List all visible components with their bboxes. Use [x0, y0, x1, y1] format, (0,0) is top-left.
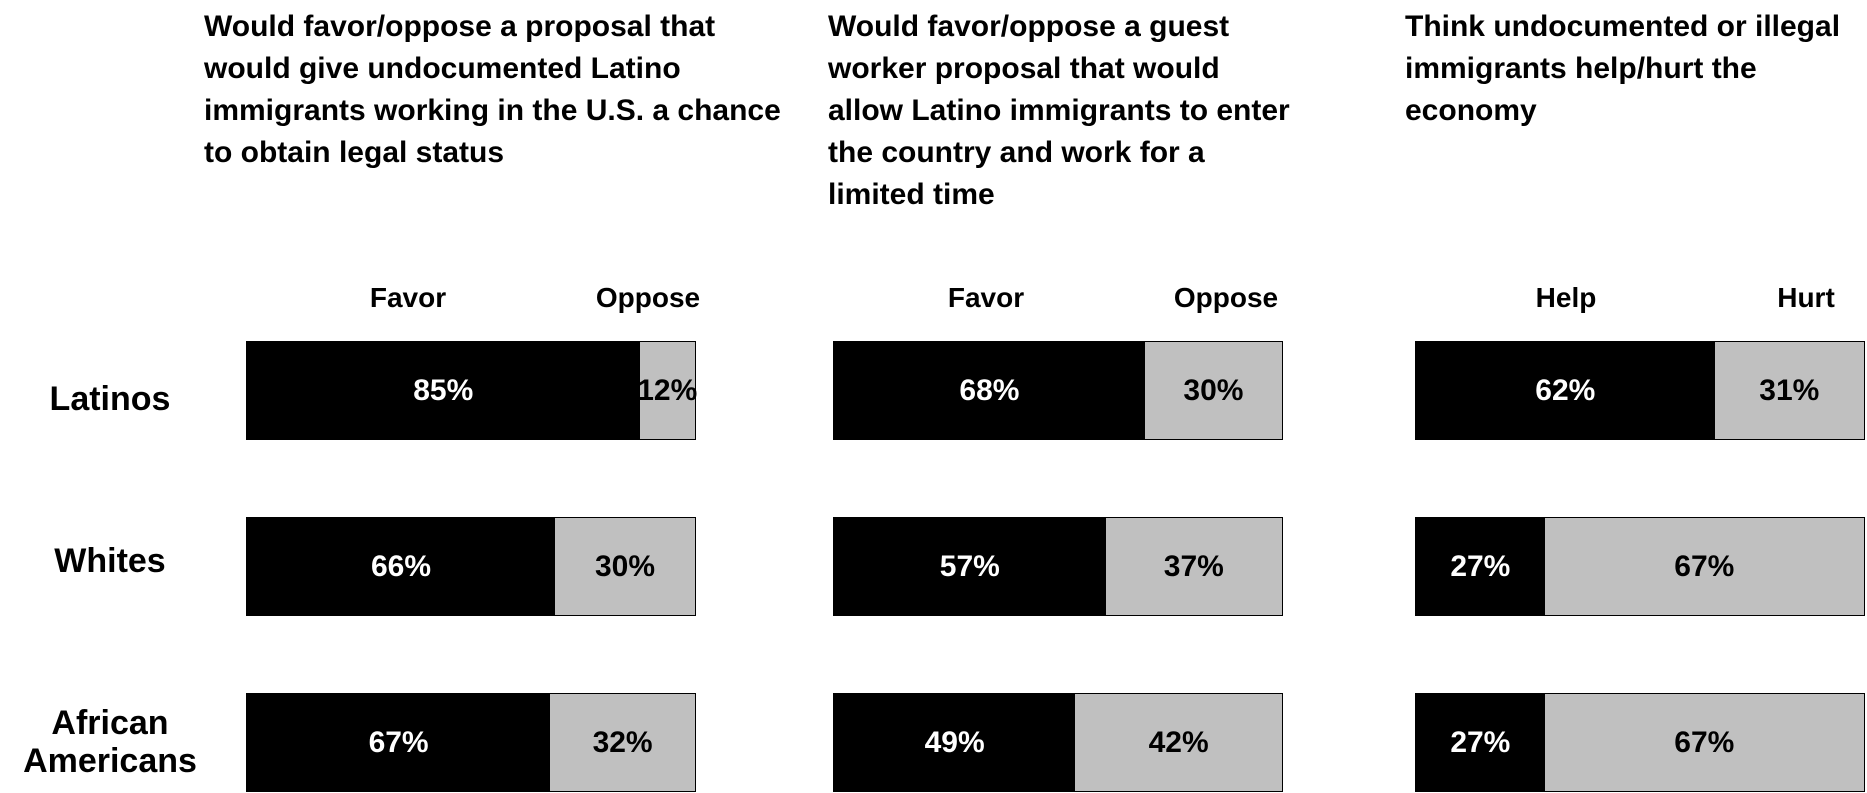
- series-header: Favor: [369, 282, 447, 313]
- data-label: 85%: [413, 373, 474, 407]
- series-header: Hurt: [1777, 282, 1835, 313]
- row-label: Whites: [54, 542, 166, 580]
- data-label: 12%: [637, 373, 698, 407]
- row-label: Latinos: [49, 380, 171, 418]
- bar-segment-negative: 32%: [550, 694, 695, 791]
- stacked-bar: 27% 67%: [1415, 517, 1865, 616]
- bar-segment-positive: 66%: [247, 518, 555, 615]
- data-label: 42%: [1148, 725, 1209, 759]
- stacked-bar: 85% 12%: [246, 341, 698, 440]
- data-label: 57%: [939, 549, 1000, 583]
- data-label: 67%: [368, 725, 429, 759]
- bar-segment-negative: 67%: [1544, 518, 1864, 615]
- bar-segment-positive: 27%: [1416, 518, 1545, 615]
- bar-segment-positive: 57%: [834, 518, 1106, 615]
- data-label: 27%: [1450, 549, 1511, 583]
- stacked-bar: 49% 42%: [833, 693, 1283, 792]
- stacked-bar: 68% 30%: [833, 341, 1283, 440]
- stacked-bar: 27% 67%: [1415, 693, 1865, 792]
- bar-segment-positive: 68%: [834, 342, 1145, 439]
- panel-title: Would favor/oppose a proposal that would…: [204, 10, 781, 169]
- stacked-bar: 62% 31%: [1415, 341, 1865, 440]
- data-label: 30%: [1183, 373, 1244, 407]
- data-label: 62%: [1535, 373, 1596, 407]
- data-label: 66%: [370, 549, 432, 583]
- data-label: 27%: [1450, 725, 1511, 759]
- panel-title: Think undocumented or illegal immigrants…: [1405, 10, 1841, 127]
- stacked-bar: 57% 37%: [833, 517, 1283, 616]
- stacked-bar: 66% 30%: [246, 517, 696, 616]
- bar-segment-negative: 67%: [1544, 694, 1864, 791]
- data-label: 31%: [1759, 373, 1820, 407]
- data-label: 30%: [594, 549, 656, 583]
- series-header: Favor: [947, 282, 1025, 313]
- bar-segment-negative: 30%: [555, 518, 695, 615]
- data-label: 67%: [1674, 725, 1735, 759]
- bar-segment-negative: 12%: [637, 342, 698, 439]
- bar-segment-positive: 62%: [1416, 342, 1715, 439]
- bar-segment-negative: 37%: [1105, 518, 1282, 615]
- bar-segment-positive: 27%: [1416, 694, 1545, 791]
- bar-segment-negative: 31%: [1714, 342, 1864, 439]
- data-label: 49%: [924, 725, 985, 759]
- data-label: 37%: [1163, 549, 1224, 583]
- row-label: African Americans: [23, 704, 197, 780]
- data-label: 32%: [592, 725, 653, 759]
- bar-segment-negative: 42%: [1075, 694, 1282, 791]
- data-label: 67%: [1674, 549, 1735, 583]
- panel-title: Would favor/oppose a guest worker propos…: [828, 10, 1290, 211]
- bar-segment-positive: 49%: [834, 694, 1076, 791]
- series-header: Oppose: [595, 282, 701, 313]
- series-header: Help: [1535, 282, 1597, 313]
- bar-segment-positive: 85%: [247, 342, 640, 439]
- bar-segment-negative: 30%: [1144, 342, 1282, 439]
- bar-segment-positive: 67%: [247, 694, 551, 791]
- series-header: Oppose: [1173, 282, 1279, 313]
- stacked-bar: 67% 32%: [246, 693, 696, 792]
- data-label: 68%: [959, 373, 1020, 407]
